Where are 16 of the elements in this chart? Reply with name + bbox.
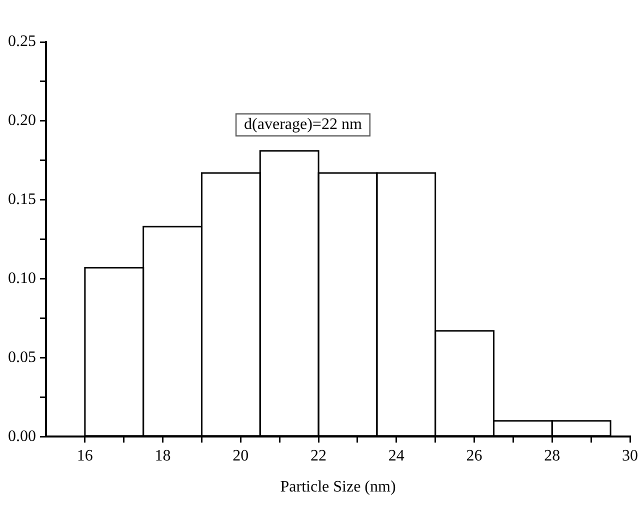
x-tick-label: 28 [544, 447, 560, 464]
x-tick-label: 22 [310, 447, 327, 464]
y-tick-label: 0.05 [8, 348, 36, 366]
x-tick-label: 18 [154, 447, 171, 464]
y-tick-label: 0.15 [8, 191, 36, 208]
y-tick-label: 0.20 [8, 112, 36, 130]
x-tick-label: 20 [232, 447, 249, 464]
annotation: d(average)=22 nm [244, 116, 362, 134]
x-axis-title: Particle Size (nm) [280, 478, 396, 496]
y-tick-label: 0.25 [8, 33, 36, 50]
x-tick-label: 26 [466, 447, 482, 464]
x-tick-label: 30 [622, 447, 638, 464]
x-tick-label: 24 [388, 447, 404, 464]
y-tick-label: 0.00 [8, 428, 36, 445]
y-tick-label: 0.10 [8, 270, 36, 287]
x-tick-label: 16 [76, 447, 93, 464]
